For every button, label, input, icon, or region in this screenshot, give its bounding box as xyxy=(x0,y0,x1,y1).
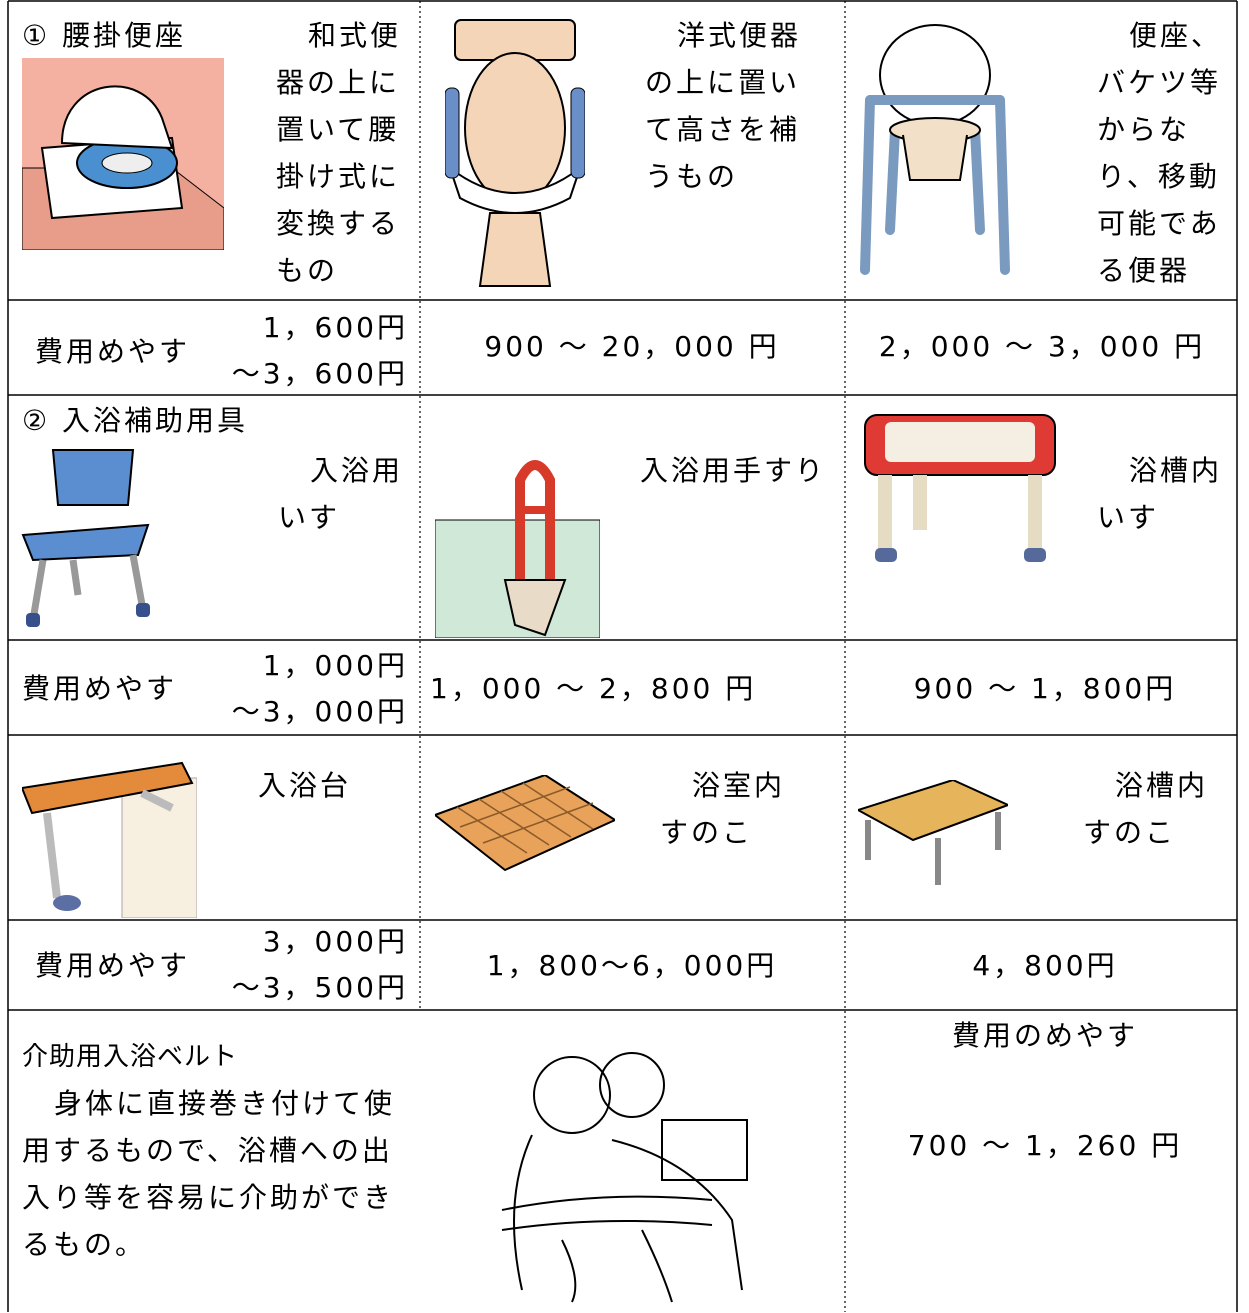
section-heading: ② 入浴補助用具 xyxy=(22,404,249,437)
bath-handrail-illustration xyxy=(435,460,600,638)
cost: 1，000 ～ 2，800 円 xyxy=(430,672,757,705)
western-toilet-illustration xyxy=(445,19,585,287)
item-description: 身体に直接巻き付けて使用するもので、浴槽への出入り等を容易に介助ができるもの。 xyxy=(22,1087,396,1261)
item-name: 浴槽内すのこ xyxy=(1083,769,1209,849)
cost: 1，800～6，000円 xyxy=(486,949,778,982)
bathtub-chair-illustration xyxy=(864,414,1056,562)
cost: 4，800円 xyxy=(972,949,1118,982)
cost-range: ～3，000円 xyxy=(231,695,408,728)
cost: 2，000 ～ 3，000 円 xyxy=(878,330,1206,363)
item-name: 浴槽内いす xyxy=(1097,454,1223,534)
bath-board-illustration xyxy=(22,761,197,918)
item-description: 和式便器の上に置いて腰掛け式に変換するもの xyxy=(276,19,402,287)
item-name: 入浴台 xyxy=(258,769,352,802)
item-name: 入浴用手すり xyxy=(640,454,827,487)
cost: 700 ～ 1，260 円 xyxy=(907,1129,1183,1162)
toilet-seat-illustration xyxy=(22,58,224,250)
cost-label: 費用めやす xyxy=(35,949,191,982)
cost-label: 費用めやす xyxy=(22,672,178,705)
section-heading: 介助用入浴ベルト xyxy=(22,1042,239,1072)
section-heading: ① 腰掛便座 xyxy=(22,19,187,52)
item-description: 洋式便器の上に置いて高さを補うもの xyxy=(645,19,802,193)
bathtub-duckboard-illustration xyxy=(858,780,1008,885)
cost-range: 1，600円 xyxy=(262,311,408,344)
cost-range: ～3，600円 xyxy=(231,357,408,390)
item-name: 浴室内すのこ xyxy=(660,769,786,849)
item-description: 便座、バケツ等からなり、移動可能である便器 xyxy=(1097,19,1223,287)
bath-chair-illustration xyxy=(21,449,150,627)
item-name: 入浴用いす xyxy=(278,454,404,534)
bathroom-duckboard-illustration xyxy=(435,775,615,872)
cost-label: 費用めやす xyxy=(35,335,191,368)
cost-range: 1，000円 xyxy=(262,649,408,682)
cost-label: 費用のめやす xyxy=(951,1019,1139,1052)
bathing-belt-illustration xyxy=(501,1052,748,1303)
portable-toilet-illustration xyxy=(860,24,1010,275)
cost: 900 ～ 1，800円 xyxy=(913,672,1177,705)
cost: 900 ～ 20，000 円 xyxy=(484,330,780,363)
cost-range: 3，000円 xyxy=(262,925,408,958)
cost-range: ～3，500円 xyxy=(231,971,408,1004)
